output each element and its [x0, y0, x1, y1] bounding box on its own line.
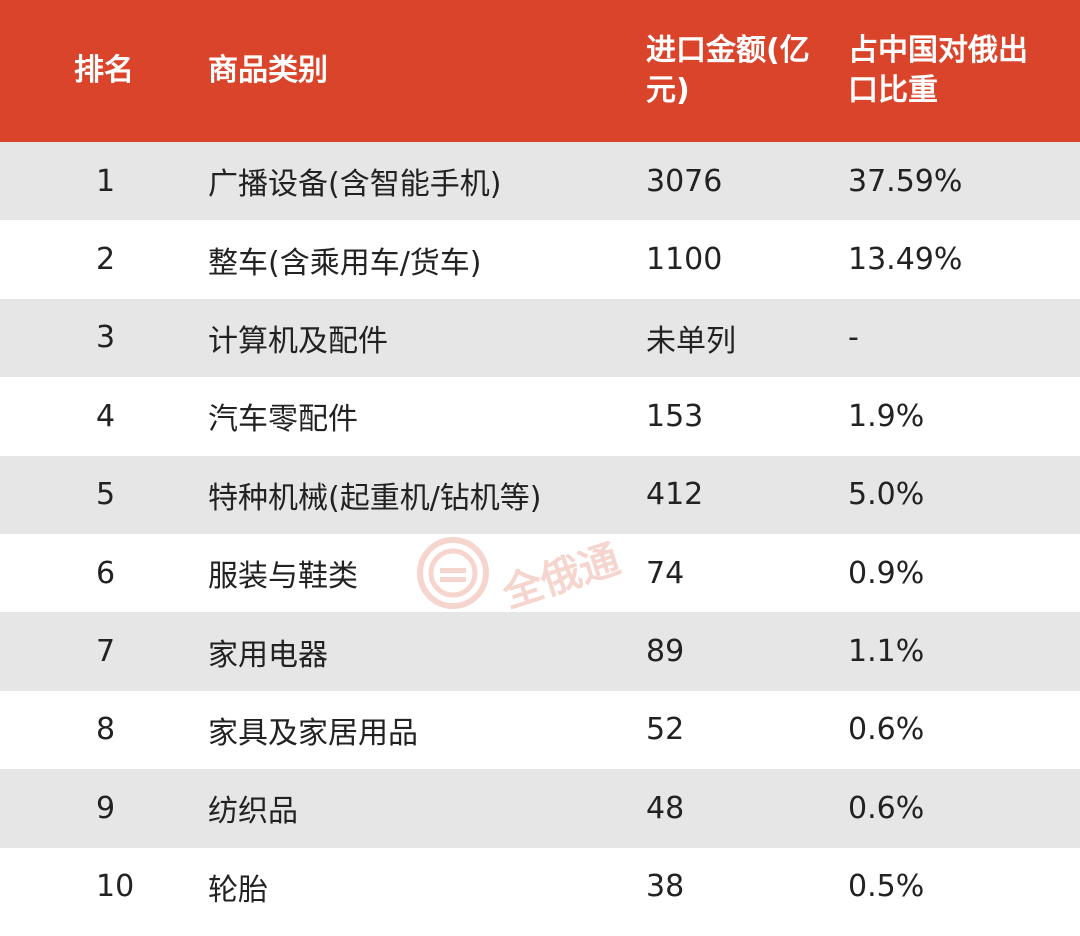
rank-cell: 3	[96, 320, 116, 356]
rank-cell: 5	[96, 477, 116, 513]
table-row: 5 特种机械(起重机/钻机等) 412 5.0%	[0, 455, 1080, 534]
rank-cell: 4	[96, 398, 116, 434]
amount-cell: 153	[646, 398, 704, 434]
share-cell: 37.59%	[848, 163, 963, 199]
rank-cell: 8	[96, 712, 116, 748]
amount-cell: 52	[646, 712, 685, 748]
category-cell: 家具及家居用品	[208, 715, 418, 751]
category-cell: 轮胎	[208, 872, 268, 908]
header-rank: 排名	[74, 53, 134, 88]
share-cell: 0.5%	[848, 869, 925, 905]
amount-cell: 3076	[646, 163, 723, 199]
category-cell: 纺织品	[208, 794, 298, 830]
rank-cell: 1	[96, 163, 116, 199]
share-cell: 1.9%	[848, 398, 925, 434]
share-cell: 0.9%	[848, 555, 925, 591]
category-cell: 特种机械(起重机/钻机等)	[208, 480, 542, 516]
header-share: 占中国对俄出口比重	[848, 33, 1028, 108]
table-row: 2 整车(含乘用车/货车) 1100 13.49%	[0, 220, 1080, 299]
category-cell: 汽车零配件	[208, 402, 358, 438]
table-row: 9 纺织品 48 0.6%	[0, 769, 1080, 848]
category-cell: 整车(含乘用车/货车)	[208, 245, 482, 281]
amount-cell: 38	[646, 869, 685, 905]
category-cell: 服装与鞋类	[208, 559, 358, 595]
table-row: 1 广播设备(含智能手机) 3076 37.59%	[0, 142, 1080, 221]
share-cell: 5.0%	[848, 477, 925, 513]
rank-cell: 6	[96, 555, 116, 591]
table-row: 8 家具及家居用品 52 0.6%	[0, 690, 1080, 770]
header-category: 商品类别	[208, 53, 328, 88]
table-row: 4 汽车零配件 153 1.9%	[0, 377, 1080, 456]
rank-cell: 10	[96, 869, 135, 905]
amount-cell: 412	[646, 477, 704, 513]
table-row: 6 服装与鞋类 74 0.9%	[0, 534, 1080, 613]
amount-cell: 1100	[646, 242, 723, 278]
amount-cell: 74	[646, 555, 685, 591]
category-cell: 计算机及配件	[208, 323, 388, 359]
table-row: 10 轮胎 38 0.5%	[0, 847, 1080, 926]
amount-cell: 未单列	[646, 323, 736, 359]
rank-cell: 9	[96, 790, 116, 826]
header-amount: 进口金额(亿元)	[646, 33, 810, 108]
share-cell: 0.6%	[848, 790, 925, 826]
amount-cell: 89	[646, 634, 685, 670]
table-row: 7 家用电器 89 1.1%	[0, 612, 1080, 691]
rank-cell: 2	[96, 242, 116, 278]
amount-cell: 48	[646, 790, 685, 826]
table-row: 3 计算机及配件 未单列 -	[0, 298, 1080, 378]
share-cell: -	[848, 320, 859, 356]
category-cell: 广播设备(含智能手机)	[208, 167, 502, 203]
category-cell: 家用电器	[208, 637, 328, 673]
share-cell: 0.6%	[848, 712, 925, 748]
table-header: 排名 商品类别 进口金额(亿元) 占中国对俄出口比重	[0, 0, 1080, 142]
share-cell: 1.1%	[848, 634, 925, 670]
share-cell: 13.49%	[848, 242, 963, 278]
rank-cell: 7	[96, 634, 116, 670]
